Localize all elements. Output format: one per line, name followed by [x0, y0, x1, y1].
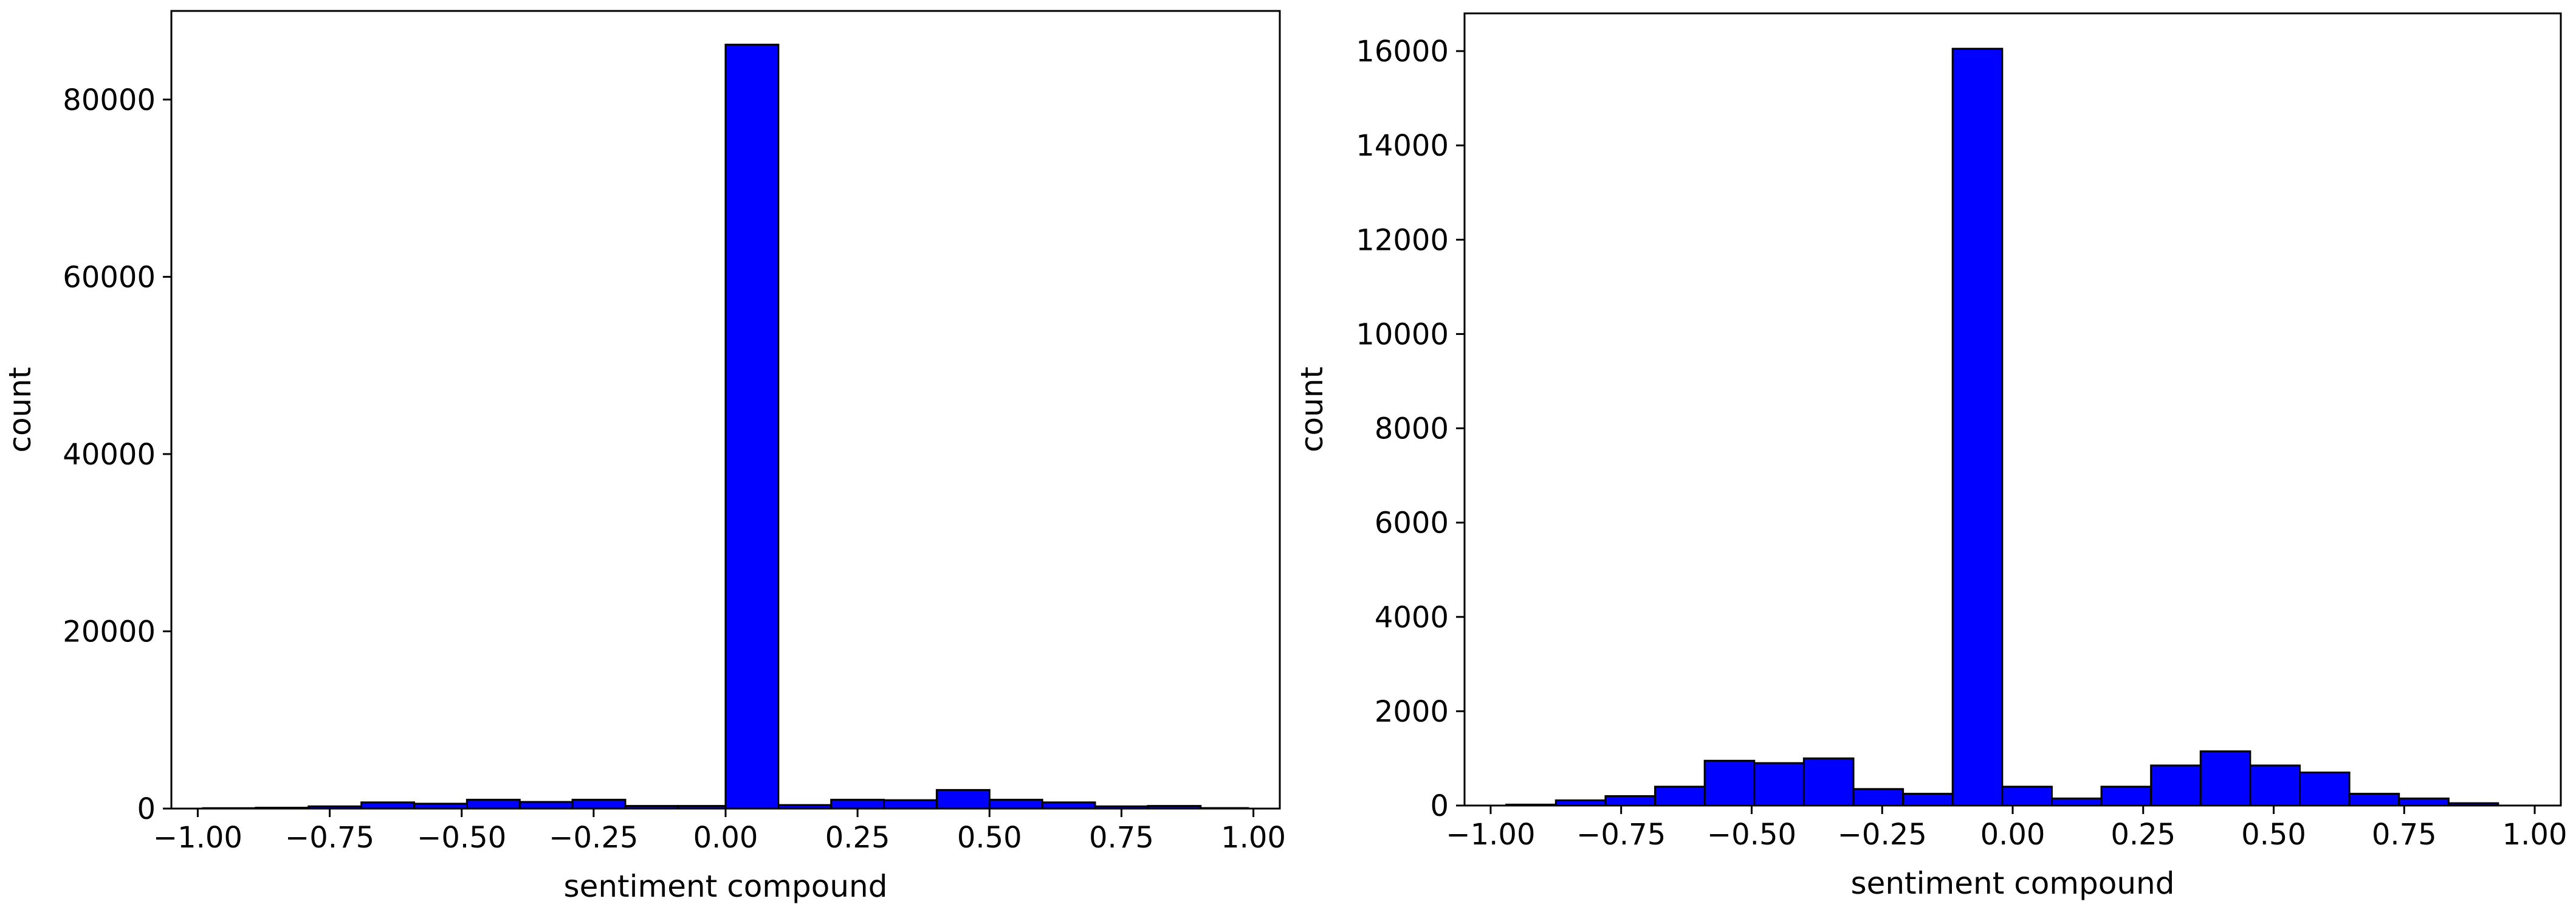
- right-x-axis-label: sentiment compound: [1851, 866, 2175, 901]
- right-x-tick-label: 0.50: [2241, 818, 2306, 852]
- right-bar-17: [2348, 793, 2400, 807]
- left-x-tick-label: 0.25: [825, 821, 890, 855]
- right-y-tick-label: 12000: [1356, 223, 1449, 257]
- right-y-tick-label: 16000: [1356, 35, 1449, 69]
- right-bar-12: [2100, 785, 2152, 807]
- left-bar-5: [465, 798, 521, 810]
- left-bar-16: [1041, 801, 1096, 810]
- right-y-axis-label: count: [1294, 367, 1330, 452]
- right-bar-8: [1902, 793, 1954, 807]
- left-bar-10: [724, 43, 780, 810]
- left-x-tick-label: −0.75: [285, 821, 374, 855]
- right-bar-3: [1654, 785, 1706, 807]
- right-x-tick-label: 0.25: [2111, 818, 2176, 852]
- right-y-tick-label: 6000: [1375, 506, 1449, 540]
- left-bar-14: [935, 789, 991, 810]
- right-bar-7: [1852, 788, 1905, 807]
- right-y-tick-label: 10000: [1356, 317, 1449, 351]
- right-y-ticks: 0 2000 4000 6000 8000 10000 12000 14000 16000: [1356, 35, 1465, 823]
- right-y-tick-label: 4000: [1375, 601, 1449, 635]
- right-bar-5: [1753, 762, 1805, 807]
- right-y-tick-label: 0: [1430, 789, 1449, 823]
- left-y-tick-label: 20000: [63, 615, 156, 649]
- right-bar-16: [2298, 771, 2351, 807]
- right-bar-4: [1703, 759, 1756, 807]
- left-x-tick-label: 0.00: [693, 821, 758, 855]
- left-axes-frame: [170, 10, 1281, 810]
- right-x-tick-label: 0.75: [2372, 818, 2437, 852]
- left-x-ticks: −1.00 −0.75 −0.50 −0.25 0.00 0.25 0.50 0.75 1.00: [153, 809, 1286, 855]
- left-x-axis-label: sentiment compound: [564, 869, 888, 904]
- left-x-tick-label: 0.50: [957, 821, 1022, 855]
- right-bar-14: [2199, 750, 2251, 807]
- right-bar-2: [1604, 795, 1657, 807]
- right-x-tick-label: −0.50: [1707, 818, 1796, 852]
- left-y-ticks: 0 20000 40000 60000 80000: [63, 83, 171, 826]
- left-y-tick-label: 40000: [63, 438, 156, 472]
- right-x-tick-label: 0.00: [1980, 818, 2045, 852]
- right-bar-13: [2150, 764, 2202, 807]
- left-x-tick-label: −0.25: [549, 821, 638, 855]
- right-x-tick-label: −1.00: [1446, 818, 1535, 852]
- right-bar-11: [2050, 797, 2103, 807]
- right-bar-9: [1951, 47, 2004, 807]
- left-y-tick-label: 0: [137, 792, 156, 826]
- right-bar-18: [2398, 797, 2450, 807]
- right-bars: [1505, 47, 2499, 807]
- left-y-tick-label: 80000: [63, 83, 156, 117]
- left-bar-12: [830, 798, 885, 810]
- left-y-axis-label: count: [2, 367, 38, 452]
- right-y-tick-label: 8000: [1375, 412, 1449, 446]
- right-x-tick-label: 1.00: [2502, 818, 2567, 852]
- left-bar-3: [360, 801, 416, 810]
- right-y-tick-label: 14000: [1356, 129, 1449, 163]
- right-x-ticks: −1.00 −0.75 −0.50 −0.25 0.00 0.25 0.50 0.75 1.00: [1446, 806, 2567, 852]
- right-bar-6: [1802, 757, 1855, 807]
- right-axes-frame: [1463, 12, 2562, 807]
- right-x-tick-label: −0.75: [1576, 818, 1666, 852]
- left-bars: [202, 43, 1249, 810]
- left-x-tick-label: 1.00: [1221, 821, 1286, 855]
- histogram-left: −1.00 −0.75 −0.50 −0.25 0.00 0.25 0.50 0.75 1.00…: [2, 10, 1286, 904]
- left-x-tick-label: −0.50: [417, 821, 506, 855]
- left-bar-13: [883, 799, 938, 810]
- left-y-tick-label: 60000: [63, 260, 156, 294]
- right-y-tick-label: 2000: [1375, 695, 1449, 729]
- right-bar-10: [2001, 785, 2053, 807]
- left-bar-6: [518, 801, 574, 810]
- left-bar-7: [571, 798, 627, 810]
- histogram-right: −1.00 −0.75 −0.50 −0.25 0.00 0.25 0.50 0.75 1.00…: [1294, 12, 2567, 901]
- left-x-tick-label: −1.00: [153, 821, 242, 855]
- left-x-tick-label: 0.75: [1089, 821, 1154, 855]
- left-bar-15: [988, 798, 1043, 810]
- right-bar-15: [2249, 764, 2301, 807]
- right-x-tick-label: −0.25: [1838, 818, 1927, 852]
